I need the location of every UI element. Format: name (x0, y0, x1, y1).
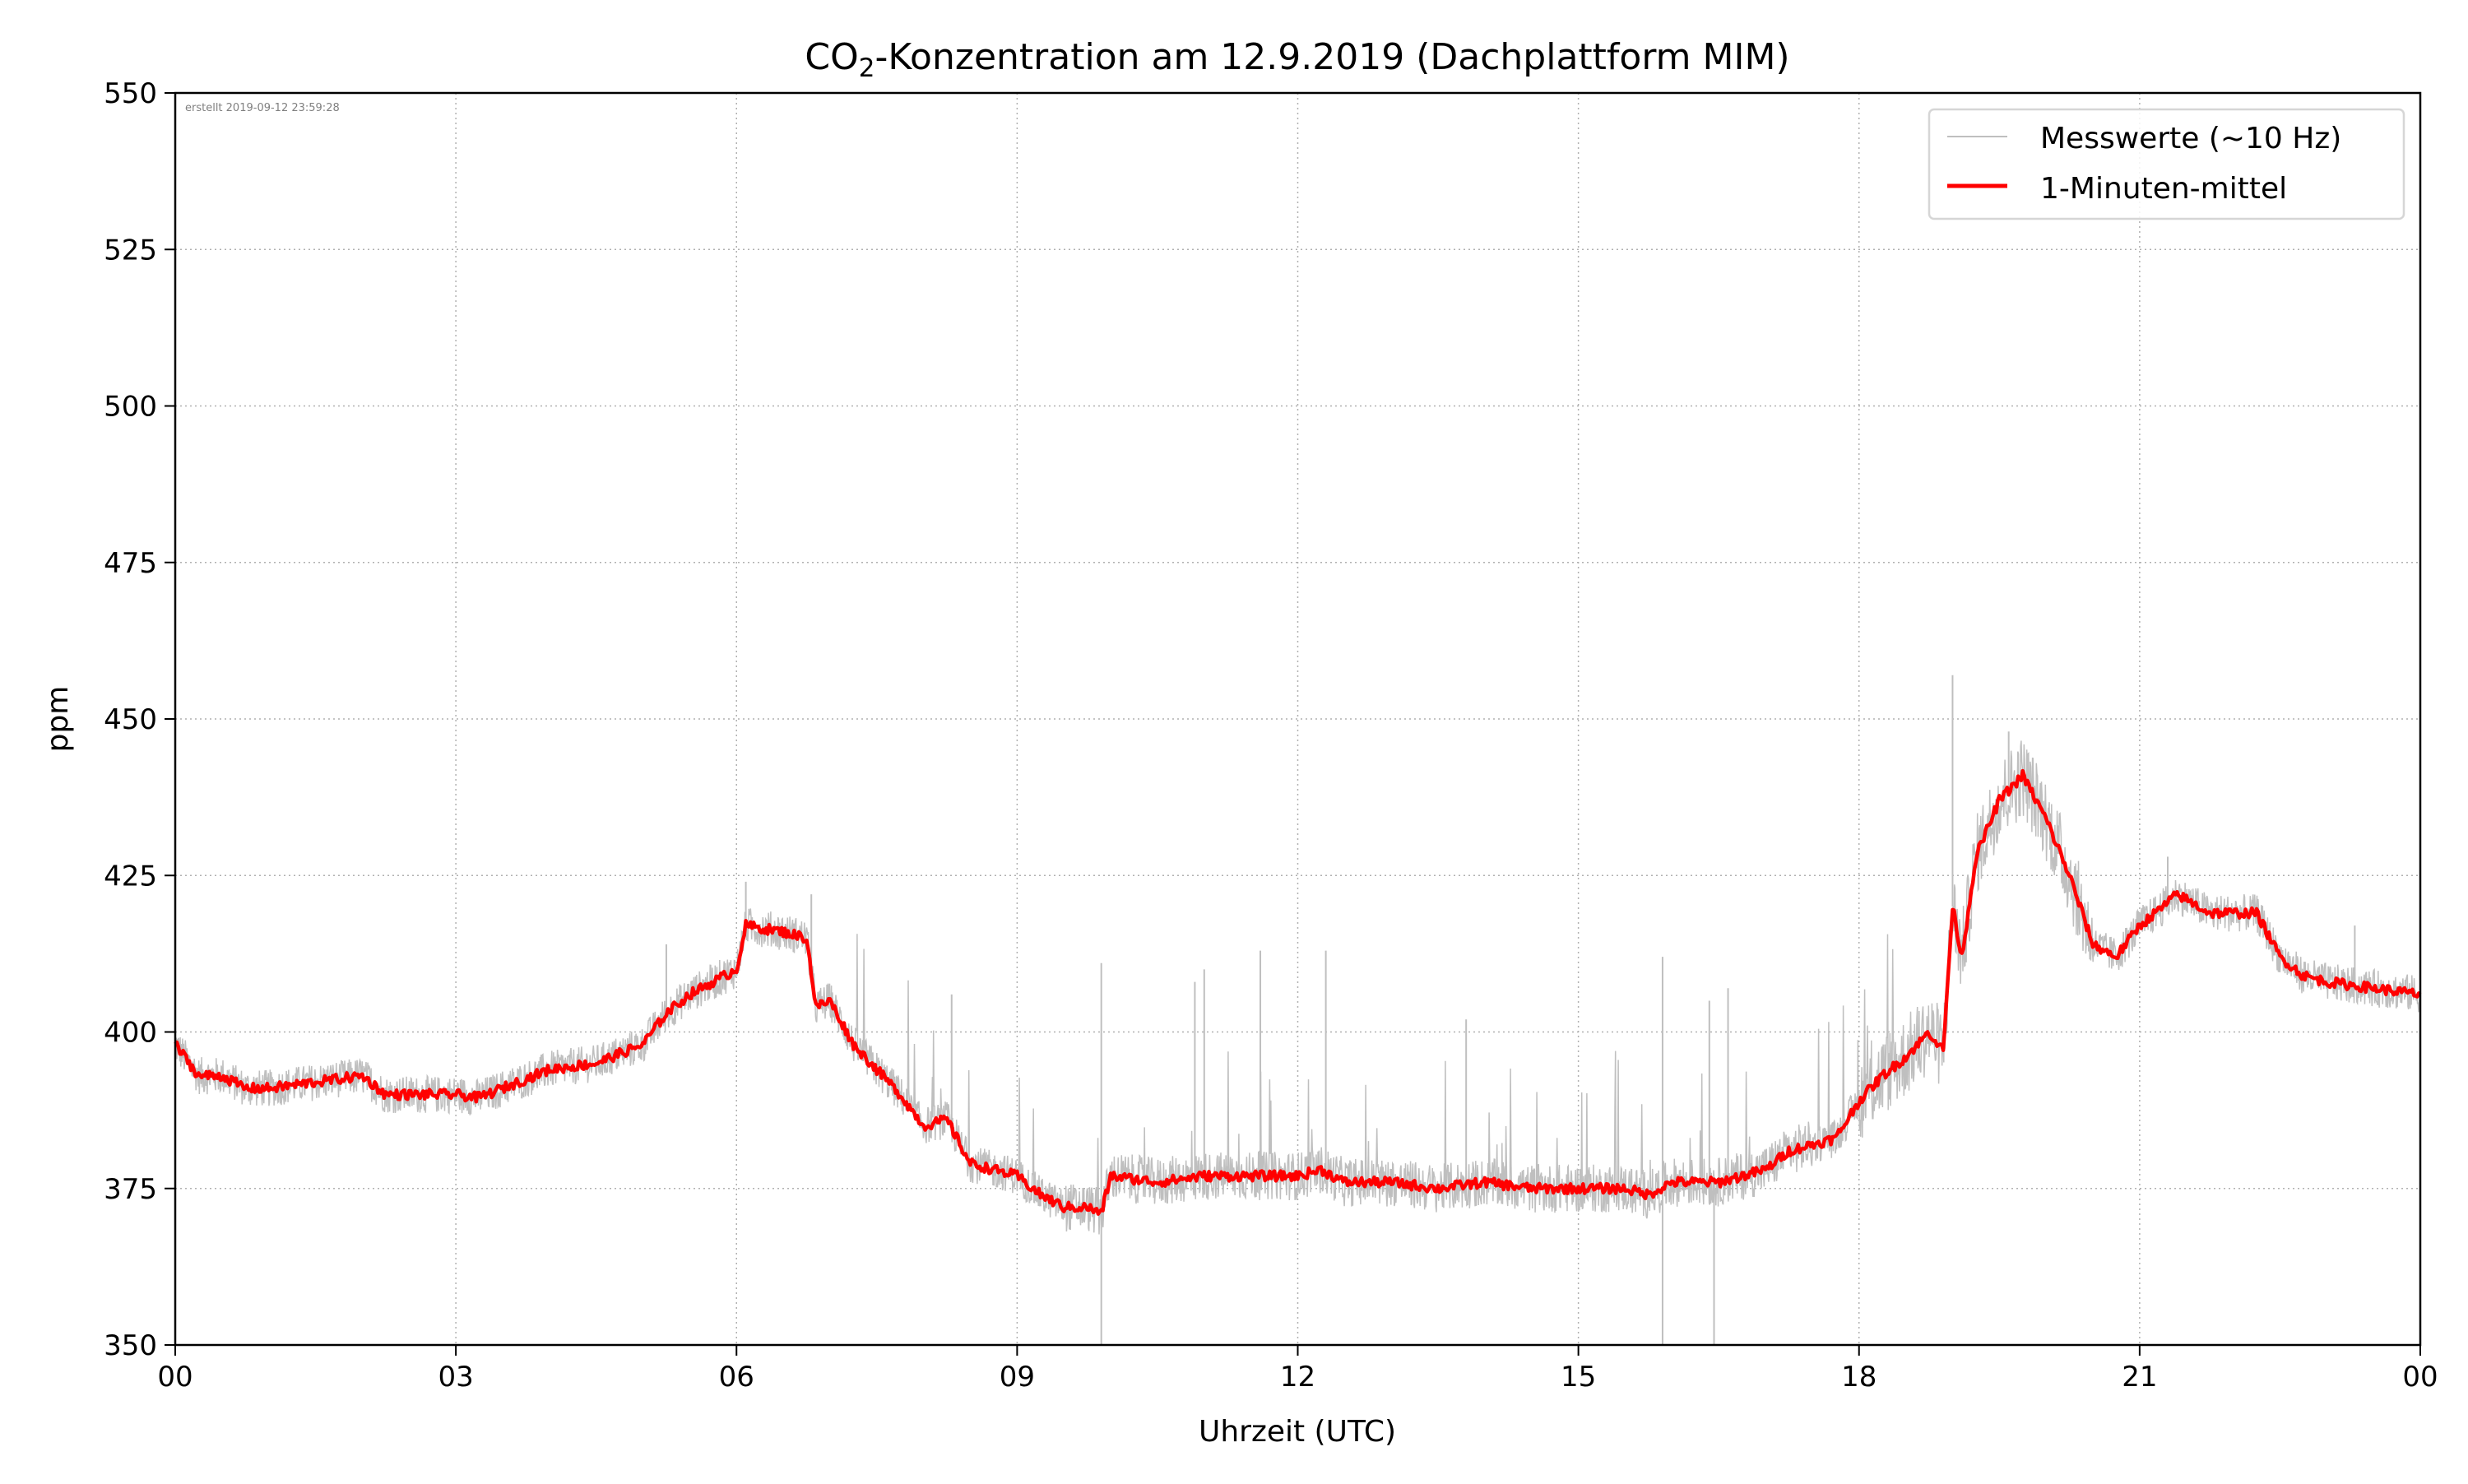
y-tick-label: 400 (104, 1017, 157, 1050)
y-tick-label: 375 (104, 1173, 157, 1206)
x-tick-label: 06 (719, 1361, 754, 1394)
x-tick-label: 12 (1280, 1361, 1315, 1394)
y-tick-label: 425 (104, 860, 157, 893)
title-rest: -Konzentration am 12.9.2019 (Dachplattfo… (875, 36, 1790, 78)
x-tick-label: 03 (438, 1361, 473, 1394)
x-tick-label: 09 (1000, 1361, 1035, 1394)
y-tick-label: 350 (104, 1329, 157, 1362)
mean-line (174, 768, 2422, 1216)
chart-title: CO2-Konzentration am 12.9.2019 (Dachplat… (805, 36, 1789, 83)
legend: Messwerte (~10 Hz) 1-Minuten-mittel (1928, 108, 2405, 220)
y-tick-label: 500 (104, 391, 157, 424)
y-tick-label: 450 (104, 703, 157, 736)
mean-series (174, 768, 2422, 1216)
title-co: CO (805, 36, 858, 78)
x-axis-label: Uhrzeit (UTC) (1199, 1415, 1396, 1449)
created-annotation: erstellt 2019-09-12 23:59:28 (185, 102, 340, 114)
x-tick-label: 15 (1561, 1361, 1596, 1394)
x-tick-label: 00 (2402, 1361, 2438, 1394)
title-subscript: 2 (859, 53, 875, 83)
x-tick-label: 00 (157, 1361, 193, 1394)
legend-raw-label: Messwerte (~10 Hz) (2040, 122, 2341, 155)
legend-box (1928, 108, 2405, 220)
x-tick-label: 18 (1841, 1361, 1877, 1394)
x-tick-label: 21 (2122, 1361, 2157, 1394)
y-axis-label: ppm (41, 686, 75, 753)
legend-mean-label: 1-Minuten-mittel (2040, 172, 2287, 206)
y-tick-label: 475 (104, 547, 157, 580)
x-axis-ticks: 00 03 06 09 12 15 18 21 00 (157, 1345, 2438, 1394)
y-tick-label: 525 (104, 234, 157, 267)
y-axis-ticks: 350 375 400 425 450 475 500 525 550 (104, 77, 175, 1362)
y-tick-label: 550 (104, 77, 157, 110)
